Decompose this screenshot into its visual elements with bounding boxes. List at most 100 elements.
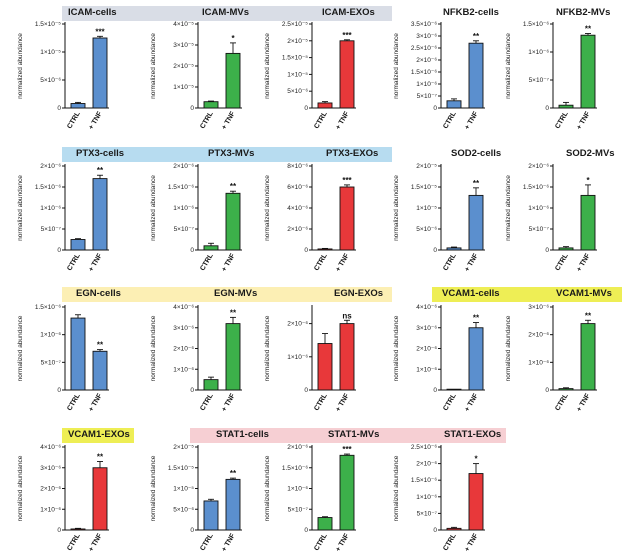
chart-15-ytick-label-3: 3×10⁻⁶: [40, 465, 61, 472]
chart-18-significance: *: [474, 455, 478, 464]
chart-0-ytick-label-3: 1.5×10⁻⁵: [35, 21, 61, 28]
panel-title-icam-mvs: ICAM-MVs: [202, 7, 249, 18]
chart-4-ylabel: normalized abundance: [505, 33, 512, 99]
chart-1-significance: *: [231, 34, 235, 43]
chart-15-ytick-label-4: 4×10⁻⁶: [40, 444, 61, 451]
chart-8-ytick-label-4: 2×10⁻⁵: [416, 163, 437, 170]
chart-10-xtick-label-1: + TNF: [88, 392, 104, 413]
chart-14-ytick-label-2: 2×10⁻⁶: [528, 332, 549, 339]
chart-16-xtick-label-1: + TNF: [221, 532, 237, 553]
panel-title-stat1-exos: STAT1-EXOs: [444, 429, 502, 440]
chart-11-ytick-label-4: 4×10⁻⁶: [173, 304, 194, 311]
chart-5-significance: **: [97, 166, 104, 175]
header-band-egn: [62, 287, 392, 302]
chart-1-xtick-label-0: CTRL: [199, 110, 215, 130]
chart-16-ytick-label-4: 2×10⁻⁵: [173, 444, 194, 451]
chart-14-xtick-label-1: + TNF: [576, 392, 592, 413]
chart-11-ytick-label-3: 3×10⁻⁶: [173, 325, 194, 332]
chart-8-ytick-label-0: 0: [433, 247, 437, 254]
chart-16-ytick-label-0: 0: [190, 527, 194, 534]
chart-14-ytick-label-3: 3×10⁻⁶: [528, 304, 549, 311]
chart-9-ytick-label-2: 1×10⁻⁶: [528, 205, 549, 212]
chart-6-significance: **: [230, 182, 237, 191]
chart-16-ytick-label-3: 1.5×10⁻⁵: [168, 465, 194, 472]
chart-18-bar-0: [446, 527, 462, 531]
chart-11-significance: **: [230, 308, 237, 317]
panel-title-sod2-mvs: SOD2-MVs: [566, 148, 615, 159]
chart-7-ytick-label-1: 2×10⁻⁶: [287, 226, 308, 233]
chart-3-ytick-label-6: 3×10⁻⁶: [416, 33, 437, 40]
chart-4-bar-0: [558, 104, 574, 109]
chart-13-ytick-label-1: 1×10⁻⁶: [416, 366, 437, 373]
chart-13-ytick-label-2: 2×10⁻⁶: [416, 346, 437, 353]
chart-3-ylabel: normalized abundance: [393, 33, 400, 99]
panel-title-vcam1-mvs: VCAM1-MVs: [556, 288, 612, 299]
chart-17-bar-1: [339, 454, 355, 531]
chart-3-xtick-label-1: + TNF: [464, 110, 480, 131]
panel-title-egn-mvs: EGN-MVs: [214, 288, 258, 299]
chart-9-significance: *: [586, 176, 590, 185]
header-band-vcam1-exos: [62, 428, 134, 443]
chart-1-xtick-label-1: + TNF: [221, 110, 237, 131]
chart-6-bar-0: [203, 245, 219, 251]
chart-6-ytick-label-3: 1.5×10⁻⁶: [168, 184, 194, 191]
chart-1-ytick-label-3: 3×10⁻⁵: [173, 42, 194, 49]
chart-15-bar-0: [70, 528, 86, 531]
chart-18-ytick-label-2: 1×10⁻⁶: [416, 494, 437, 501]
chart-2-ytick-label-5: 2.5×10⁻⁵: [282, 21, 308, 28]
chart-7-xtick-label-1: + TNF: [335, 252, 351, 273]
chart-18-ytick-label-1: 5×10⁻⁷: [417, 510, 438, 517]
chart-5-ylabel: normalized abundance: [17, 175, 24, 241]
chart-4-xtick-label-0: CTRL: [554, 110, 570, 130]
chart-17-ytick-label-3: 1.5×10⁻⁶: [282, 465, 308, 472]
chart-6-ylabel: normalized abundance: [150, 175, 157, 241]
chart-4-ytick-label-2: 1×10⁻⁶: [528, 49, 549, 56]
chart-11-xtick-label-0: CTRL: [199, 392, 215, 412]
chart-10-ytick-label-0: 0: [57, 387, 61, 394]
chart-9-ytick-label-3: 1.5×10⁻⁶: [523, 184, 549, 191]
chart-10-xtick-label-0: CTRL: [66, 392, 82, 412]
chart-3-ytick-label-0: 0: [433, 105, 437, 112]
chart-15-significance: **: [97, 453, 104, 462]
chart-0-ylabel: normalized abundance: [17, 33, 24, 99]
chart-6-xtick-label-0: CTRL: [199, 252, 215, 272]
chart-16-significance: **: [230, 469, 237, 478]
chart-7-ytick-label-2: 4×10⁻⁶: [287, 205, 308, 212]
chart-5-xtick-label-1: + TNF: [88, 252, 104, 273]
chart-8-xtick-label-1: + TNF: [464, 252, 480, 273]
chart-2-ytick-label-1: 5×10⁻⁶: [287, 88, 308, 95]
chart-16-bar-1: [225, 478, 241, 531]
chart-7-ytick-label-3: 6×10⁻⁶: [287, 184, 308, 191]
chart-11-ytick-label-0: 0: [190, 387, 194, 394]
chart-4-ytick-label-3: 1.5×10⁻⁶: [523, 21, 549, 28]
chart-0-significance: ***: [95, 27, 105, 36]
chart-3-bar-1: [468, 42, 484, 109]
chart-1-bar-0: [203, 101, 219, 109]
chart-15-bar-1: [92, 467, 108, 531]
chart-7-ytick-label-4: 8×10⁻⁶: [287, 163, 308, 170]
chart-13-significance: **: [473, 314, 480, 323]
chart-5-bar-0: [70, 239, 86, 251]
chart-10-ytick-label-2: 1×10⁻⁶: [40, 332, 61, 339]
chart-2-ytick-label-0: 0: [304, 105, 308, 112]
chart-18-ytick-label-0: 0: [433, 527, 437, 534]
header-band-stat1: [190, 428, 506, 443]
chart-0-bar-1: [92, 37, 108, 109]
chart-18-ylabel: normalized abundance: [393, 455, 400, 521]
chart-14-ylabel: normalized abundance: [505, 315, 512, 381]
chart-5-xtick-label-0: CTRL: [66, 252, 82, 272]
chart-7-bar-0: [317, 248, 333, 251]
header-band-ptx3: [62, 147, 392, 162]
chart-13-xtick-label-1: + TNF: [464, 392, 480, 413]
chart-17-xtick-label-1: + TNF: [335, 532, 351, 553]
chart-15-ytick-label-1: 1×10⁻⁶: [40, 506, 61, 513]
chart-15-xtick-label-0: CTRL: [66, 532, 82, 552]
chart-7-ylabel: normalized abundance: [264, 175, 271, 241]
chart-11-ylabel: normalized abundance: [150, 315, 157, 381]
chart-11-xtick-label-1: + TNF: [221, 392, 237, 413]
chart-8-ytick-label-2: 1×10⁻⁵: [416, 205, 437, 212]
panel-title-ptx3-exos: PTX3-EXOs: [326, 148, 379, 159]
chart-12-ytick-label-0: 0: [304, 387, 308, 394]
chart-9-ytick-label-4: 2×10⁻⁶: [528, 163, 549, 170]
